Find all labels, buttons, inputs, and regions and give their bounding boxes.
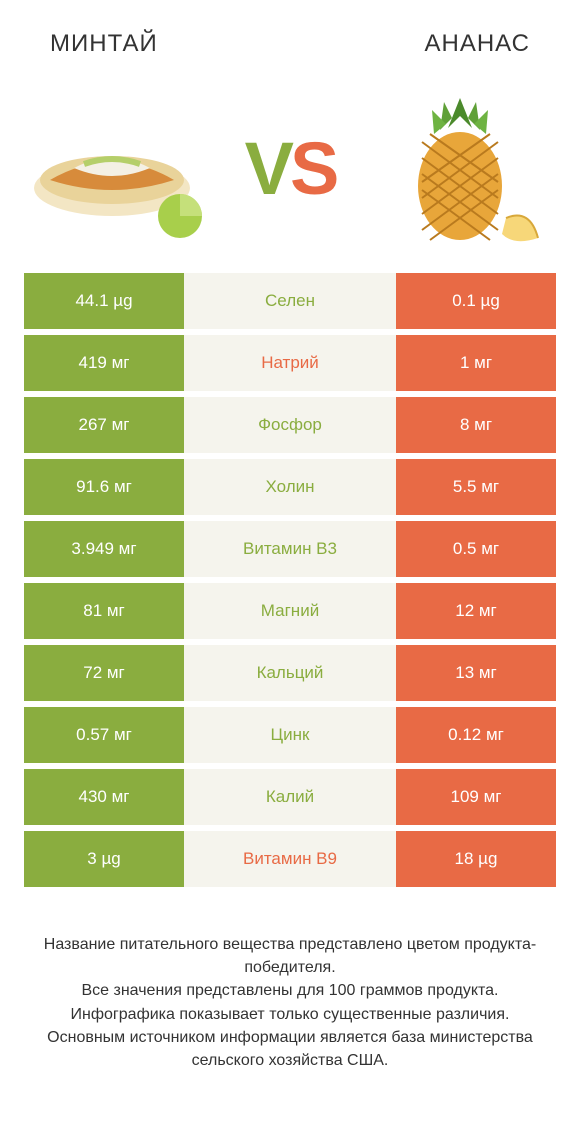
table-row: 0.57 мгЦинк0.12 мг <box>24 707 556 763</box>
fish-taco-icon <box>30 88 210 248</box>
left-value-cell: 0.57 мг <box>24 707 184 763</box>
right-value-cell: 0.1 µg <box>396 273 556 329</box>
vs-v: V <box>245 127 290 210</box>
right-value-cell: 18 µg <box>396 831 556 887</box>
nutrient-label-cell: Кальций <box>184 645 396 701</box>
right-value-cell: 109 мг <box>396 769 556 825</box>
table-row: 430 мгКалий109 мг <box>24 769 556 825</box>
left-value-cell: 430 мг <box>24 769 184 825</box>
left-product-image <box>30 88 210 248</box>
left-value-cell: 267 мг <box>24 397 184 453</box>
comparison-table: 44.1 µgСелен0.1 µg 419 мгНатрий1 мг 267 мг… <box>0 273 580 893</box>
footer-line: Название питательного вещества представл… <box>30 933 550 979</box>
left-value-cell: 419 мг <box>24 335 184 391</box>
right-value-cell: 12 мг <box>396 583 556 639</box>
table-row: 72 мгКальций13 мг <box>24 645 556 701</box>
table-row: 91.6 мгХолин5.5 мг <box>24 459 556 515</box>
footer-line: Инфографика показывает только существенн… <box>30 1003 550 1026</box>
right-product-image <box>370 88 550 248</box>
nutrient-label-cell: Витамин B9 <box>184 831 396 887</box>
table-row: 3.949 мгВитамин B30.5 мг <box>24 521 556 577</box>
right-value-cell: 5.5 мг <box>396 459 556 515</box>
left-value-cell: 3.949 мг <box>24 521 184 577</box>
nutrient-label-cell: Витамин B3 <box>184 521 396 577</box>
hero-row: VS <box>0 73 580 273</box>
nutrient-label-cell: Селен <box>184 273 396 329</box>
left-product-title: МИНТАЙ <box>50 30 158 58</box>
right-value-cell: 0.5 мг <box>396 521 556 577</box>
nutrient-label-cell: Натрий <box>184 335 396 391</box>
right-value-cell: 13 мг <box>396 645 556 701</box>
vs-s: S <box>290 127 335 210</box>
table-row: 81 мгМагний12 мг <box>24 583 556 639</box>
nutrient-label-cell: Холин <box>184 459 396 515</box>
right-value-cell: 1 мг <box>396 335 556 391</box>
table-row: 44.1 µgСелен0.1 µg <box>24 273 556 329</box>
nutrient-label-cell: Цинк <box>184 707 396 763</box>
footer-line: Основным источником информации является … <box>30 1026 550 1072</box>
pineapple-icon <box>370 88 550 248</box>
nutrient-label-cell: Калий <box>184 769 396 825</box>
right-value-cell: 8 мг <box>396 397 556 453</box>
right-value-cell: 0.12 мг <box>396 707 556 763</box>
nutrient-label-cell: Магний <box>184 583 396 639</box>
left-value-cell: 44.1 µg <box>24 273 184 329</box>
footer-line: Все значения представлены для 100 граммо… <box>30 979 550 1002</box>
vs-label: VS <box>245 126 336 211</box>
footer-notes: Название питательного вещества представл… <box>0 893 580 1072</box>
table-row: 267 мгФосфор8 мг <box>24 397 556 453</box>
right-product-title: АНАНАС <box>425 30 531 58</box>
left-value-cell: 91.6 мг <box>24 459 184 515</box>
left-value-cell: 72 мг <box>24 645 184 701</box>
left-value-cell: 81 мг <box>24 583 184 639</box>
infographic: МИНТАЙ АНАНАС VS <box>0 0 580 1144</box>
table-row: 419 мгНатрий1 мг <box>24 335 556 391</box>
table-row: 3 µgВитамин B918 µg <box>24 831 556 887</box>
titles-row: МИНТАЙ АНАНАС <box>0 0 580 73</box>
nutrient-label-cell: Фосфор <box>184 397 396 453</box>
left-value-cell: 3 µg <box>24 831 184 887</box>
